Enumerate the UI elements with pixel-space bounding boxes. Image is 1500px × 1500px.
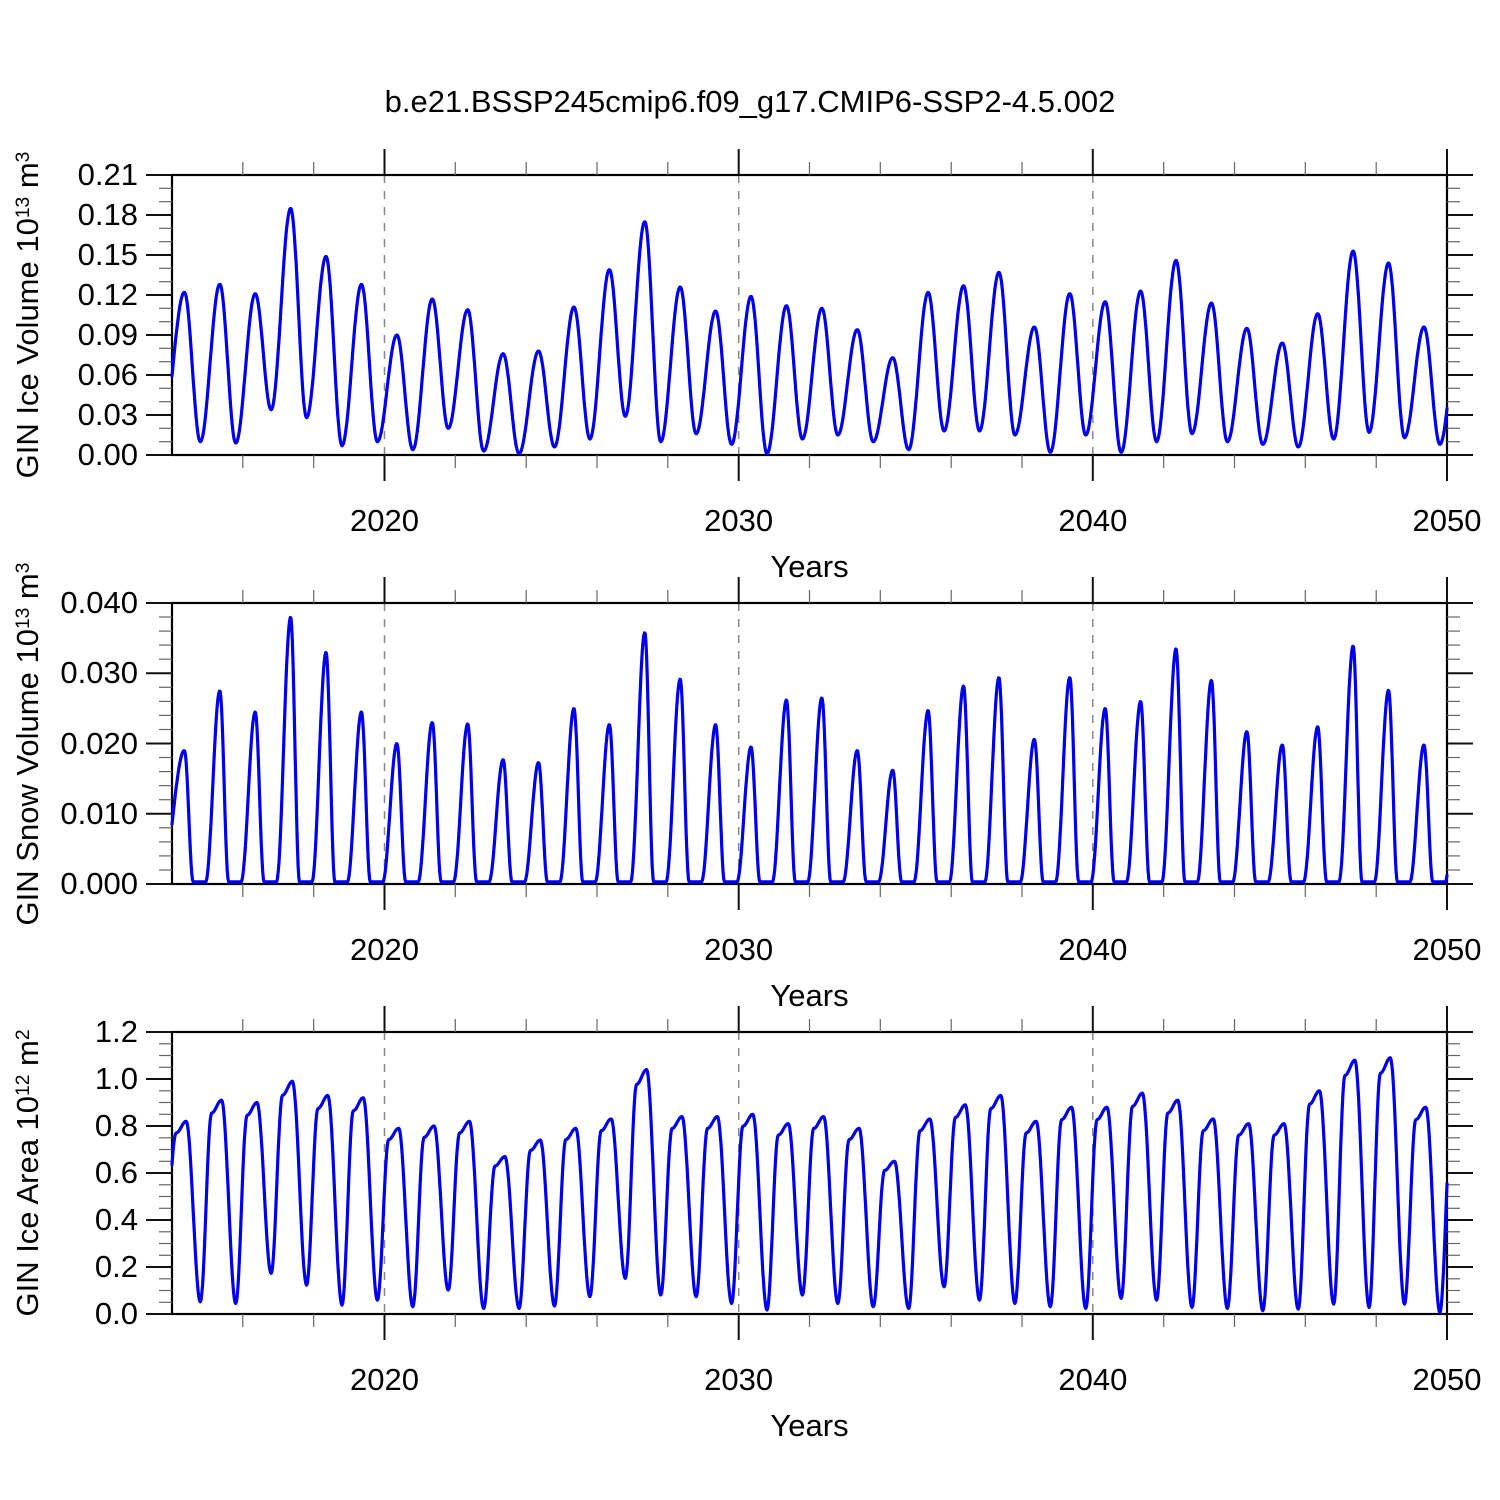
y-tick-label: 0.030 [60, 655, 138, 691]
x-tick-label: 2040 [1058, 932, 1128, 967]
x-axis-title: Years [770, 549, 849, 584]
x-tick-label: 2020 [350, 932, 419, 967]
superscript: 13 [12, 607, 34, 629]
y-tick-label: 0.03 [77, 397, 138, 432]
y-tick-label: 0.18 [77, 197, 138, 232]
y-axis-title: GIN Snow Volume 1013 m3 [10, 562, 46, 925]
y-tick-label: 0.06 [77, 357, 138, 392]
y-tick-label: 0.010 [60, 795, 138, 831]
superscript: 2 [12, 1029, 34, 1041]
y-tick-label: 0.8 [94, 1108, 138, 1143]
series-line-gin-ice-volume [170, 206, 1449, 456]
x-tick-label: 2030 [704, 932, 774, 967]
x-tick-label: 2030 [704, 503, 774, 538]
x-tick-label: 2050 [1412, 932, 1482, 967]
y-tick-label: 0.09 [77, 317, 138, 352]
x-tick-label: 2040 [1058, 503, 1128, 538]
y-axis-title: GIN Ice Area 1012 m2 [10, 1029, 46, 1317]
x-tick-label: 2050 [1412, 503, 1482, 538]
superscript: 3 [12, 562, 34, 573]
figure-title: b.e21.BSSP245cmip6.f09_g17.CMIP6-SSP2-4.… [384, 84, 1116, 119]
y-tick-label: 0.21 [77, 157, 138, 192]
x-tick-label: 2050 [1412, 1362, 1482, 1397]
series-line-gin-ice-area [170, 1056, 1449, 1314]
y-tick-label: 0.12 [77, 277, 138, 312]
superscript: 13 [12, 196, 34, 219]
x-axis-title: Years [770, 978, 849, 1013]
x-axis-title: Years [770, 1408, 849, 1443]
y-tick-label: 0.0 [94, 1296, 138, 1331]
y-tick-label: 0.4 [94, 1202, 138, 1237]
x-tick-label: 2030 [704, 1362, 774, 1397]
y-tick-label: 0.040 [60, 585, 138, 620]
superscript: 3 [12, 151, 34, 163]
x-tick-label: 2020 [350, 1362, 419, 1397]
y-tick-label: 0.00 [77, 437, 138, 472]
y-axis-title: GIN Ice Volume 1013 m3 [10, 151, 46, 479]
y-tick-label: 0.000 [60, 866, 138, 901]
y-tick-label: 0.15 [77, 237, 138, 272]
y-tick-label: 1.2 [94, 1014, 138, 1049]
x-tick-label: 2020 [350, 503, 419, 538]
y-tick-label: 0.2 [94, 1249, 138, 1284]
x-tick-label: 2040 [1058, 1362, 1128, 1397]
y-tick-label: 1.0 [94, 1061, 138, 1096]
superscript: 12 [12, 1074, 34, 1096]
y-tick-label: 0.6 [94, 1155, 138, 1190]
y-tick-label: 0.020 [60, 725, 138, 761]
series-line-gin-snow-volume [170, 615, 1449, 884]
